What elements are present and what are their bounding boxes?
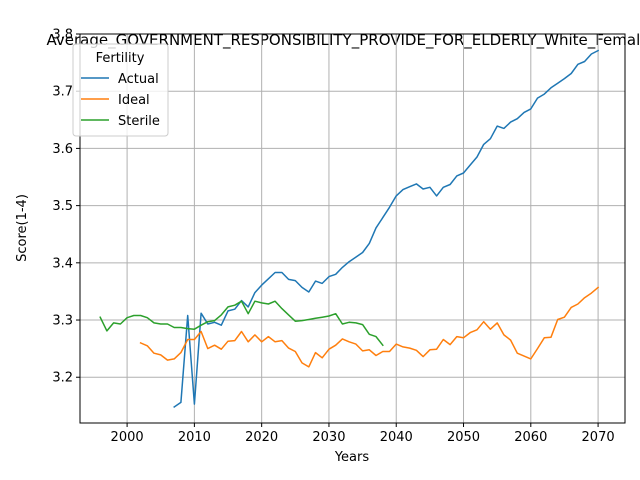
series-line-sterile — [99, 300, 384, 347]
y-tick-label: 3.5 — [52, 199, 73, 214]
legend-label-ideal: Ideal — [118, 93, 150, 108]
x-tick-label: 2050 — [447, 430, 480, 445]
x-tick-label: 2010 — [178, 430, 211, 445]
x-tick-label: 2020 — [245, 430, 278, 445]
x-tick-label: 2070 — [582, 430, 615, 445]
x-tick-label: 2060 — [514, 430, 547, 445]
x-tick-label: 2040 — [380, 430, 413, 445]
legend-label-actual: Actual — [118, 72, 159, 87]
x-tick-label: 2030 — [312, 430, 345, 445]
chart-title: Average_GOVERNMENT_RESPONSIBILITY_PROVID… — [47, 31, 640, 50]
legend: Fertility Actual Ideal Sterile — [72, 43, 169, 137]
y-tick-label: 3.3 — [52, 314, 73, 329]
y-tick-label: 3.2 — [52, 371, 73, 386]
legend-title: Fertility — [96, 51, 145, 66]
y-axis-label: Score(1-4) — [15, 194, 30, 262]
y-tick-label: 3.7 — [52, 85, 73, 100]
y-tick-label: 3.4 — [52, 256, 73, 271]
series-layer — [99, 49, 600, 409]
x-axis-ticks: 2000 2010 2020 2030 2040 2050 2060 2070 — [111, 423, 615, 445]
x-tick-label: 2000 — [111, 430, 144, 445]
y-axis-ticks: 3.2 3.3 3.4 3.5 3.6 3.7 3.8 — [52, 28, 80, 386]
series-line-actual — [173, 49, 600, 409]
legend-box — [72, 43, 169, 137]
y-tick-label: 3.6 — [52, 142, 73, 157]
legend-label-sterile: Sterile — [118, 114, 160, 129]
x-axis-label: Years — [334, 450, 370, 465]
y-tick-label: 3.8 — [52, 28, 73, 43]
legend-entries: Actual Ideal Sterile — [81, 72, 160, 129]
plot-area-frame — [79, 33, 626, 424]
series-line-ideal — [139, 286, 600, 368]
